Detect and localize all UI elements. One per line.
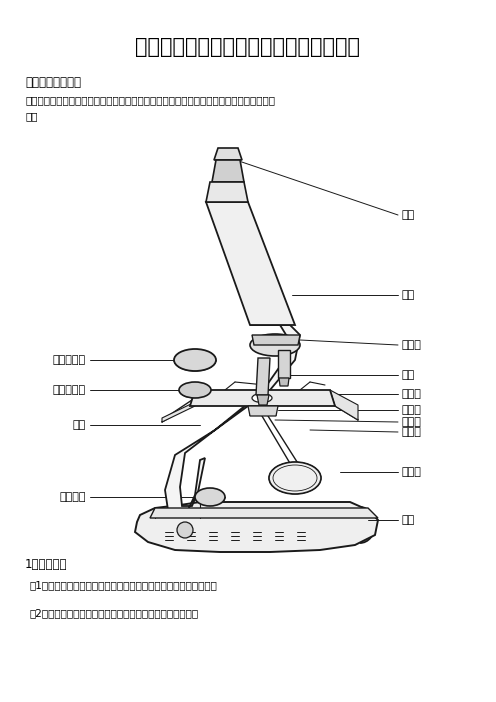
Polygon shape — [330, 390, 358, 420]
Text: （1）镜座：是显微镜的底座，支持整个镜体，使显微镜放置稳固。: （1）镜座：是显微镜的底座，支持整个镜体，使显微镜放置稳固。 — [30, 580, 218, 590]
Ellipse shape — [174, 349, 216, 371]
Text: 一．显微镜的构造: 一．显微镜的构造 — [25, 77, 81, 89]
Ellipse shape — [250, 334, 300, 356]
Text: 通光孔: 通光孔 — [402, 417, 422, 427]
Text: 镜筒: 镜筒 — [402, 290, 415, 300]
Ellipse shape — [179, 382, 211, 398]
Text: 聚光器: 聚光器 — [402, 405, 422, 415]
Text: 分。: 分。 — [25, 111, 38, 121]
Text: 载物台: 载物台 — [402, 389, 422, 399]
Text: 粗准焦螺旋: 粗准焦螺旋 — [53, 355, 86, 365]
Polygon shape — [150, 508, 378, 518]
Polygon shape — [257, 395, 269, 405]
Text: 转换器: 转换器 — [402, 340, 422, 350]
Text: 细准焦螺旋: 细准焦螺旋 — [53, 385, 86, 395]
Text: 高中生物实验常用显微镜介绍及使用方法: 高中生物实验常用显微镜介绍及使用方法 — [135, 37, 361, 57]
Text: 物镜: 物镜 — [402, 370, 415, 380]
Polygon shape — [248, 406, 278, 416]
Text: 一般光学显微镜的构造包括两大部分，即保证成象的光学系统和用以装置光学系统的机械部: 一般光学显微镜的构造包括两大部分，即保证成象的光学系统和用以装置光学系统的机械部 — [25, 95, 275, 105]
Text: 倾斜关节: 倾斜关节 — [60, 492, 86, 502]
Polygon shape — [256, 358, 270, 395]
Text: 镜臂: 镜臂 — [73, 420, 86, 430]
Ellipse shape — [252, 394, 272, 402]
Text: 1、机械部分: 1、机械部分 — [25, 559, 67, 571]
Polygon shape — [206, 202, 295, 325]
Polygon shape — [279, 378, 289, 386]
Polygon shape — [206, 182, 248, 202]
Polygon shape — [252, 335, 300, 345]
Polygon shape — [135, 497, 378, 552]
Polygon shape — [165, 325, 300, 510]
Text: 压片夹: 压片夹 — [402, 427, 422, 437]
Text: 目镜: 目镜 — [402, 210, 415, 220]
Ellipse shape — [269, 462, 321, 494]
Text: （2）镜柱：镜座上面直立的短柱，支持镜体上部的各部分。: （2）镜柱：镜座上面直立的短柱，支持镜体上部的各部分。 — [30, 608, 199, 618]
Text: 反光镜: 反光镜 — [402, 467, 422, 477]
Circle shape — [177, 522, 193, 538]
Polygon shape — [212, 160, 244, 182]
Polygon shape — [278, 350, 290, 378]
Polygon shape — [190, 390, 335, 406]
Ellipse shape — [195, 488, 225, 506]
Text: 底座: 底座 — [402, 515, 415, 525]
Polygon shape — [214, 148, 242, 160]
Polygon shape — [162, 402, 195, 422]
